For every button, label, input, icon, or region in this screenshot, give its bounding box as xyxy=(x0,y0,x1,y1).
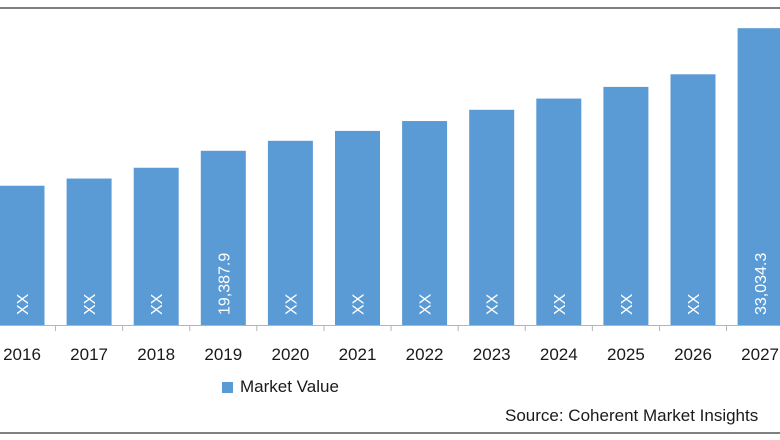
data-label-2017: XX xyxy=(82,293,99,315)
bar-2023 xyxy=(469,109,515,325)
bar-2024 xyxy=(536,98,582,325)
bar-2017 xyxy=(66,178,112,325)
legend-label-market-value: Market Value xyxy=(240,377,339,396)
data-label-2020: XX xyxy=(283,293,300,315)
data-label-2016: XX xyxy=(15,293,32,315)
x-tick-label-2019: 2019 xyxy=(204,345,242,364)
x-tick-label-2027: 2027 xyxy=(741,345,779,364)
bar-2020 xyxy=(267,140,313,325)
bar-2022 xyxy=(402,121,448,325)
bar-2018 xyxy=(133,167,179,325)
x-tick-label-2023: 2023 xyxy=(473,345,511,364)
legend: Market Value xyxy=(222,376,339,398)
bar-2025 xyxy=(603,86,649,325)
x-tick-label-2026: 2026 xyxy=(674,345,712,364)
x-tick-label-2020: 2020 xyxy=(271,345,309,364)
x-tick-label-2022: 2022 xyxy=(406,345,444,364)
data-label-2027: 33,034.3 xyxy=(753,253,770,315)
bar-2021 xyxy=(335,130,380,325)
data-label-2019: 19,387.9 xyxy=(216,253,233,315)
data-labels-group: XX XX XX 19,387.9 XX XX XX XX XX XX XX 33,034.3 xyxy=(15,253,770,315)
data-label-2024: XX xyxy=(552,293,569,315)
bar-2026 xyxy=(670,74,716,325)
x-tick-label-2024: 2024 xyxy=(540,345,578,364)
x-tick-label-2016: 2016 xyxy=(3,345,41,364)
x-tick-label-2025: 2025 xyxy=(607,345,645,364)
bars-group xyxy=(0,28,780,326)
data-label-2023: XX xyxy=(485,293,502,315)
x-axis-tick-labels: 2016 2017 2018 2019 2020 2021 2022 2023 2024 2025… xyxy=(3,345,779,364)
data-label-2025: XX xyxy=(619,293,636,315)
data-label-2022: XX xyxy=(418,293,435,315)
x-tick-label-2021: 2021 xyxy=(339,345,377,364)
bar-2027 xyxy=(737,28,780,326)
x-tick-label-2017: 2017 xyxy=(70,345,108,364)
legend-swatch-market-value xyxy=(222,381,233,393)
data-label-2026: XX xyxy=(686,293,703,315)
x-tick-label-2018: 2018 xyxy=(137,345,175,364)
bar-2019 xyxy=(200,150,246,325)
bar-2016 xyxy=(0,185,45,325)
data-label-2021: XX xyxy=(351,293,368,315)
source-note: Source: Coherent Market Insights xyxy=(505,406,759,425)
data-label-2018: XX xyxy=(149,293,166,315)
